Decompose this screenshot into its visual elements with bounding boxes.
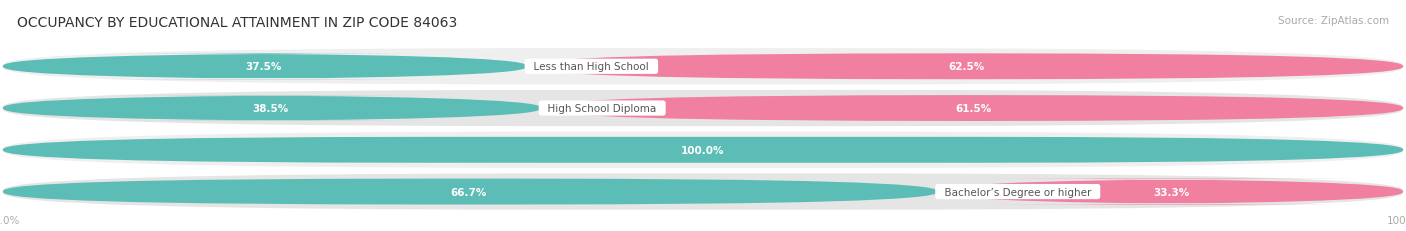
FancyBboxPatch shape bbox=[3, 173, 1403, 211]
FancyBboxPatch shape bbox=[3, 89, 1403, 128]
Text: 62.5%: 62.5% bbox=[949, 62, 984, 72]
FancyBboxPatch shape bbox=[938, 179, 1403, 205]
Text: Source: ZipAtlas.com: Source: ZipAtlas.com bbox=[1278, 16, 1389, 26]
Text: 38.5%: 38.5% bbox=[253, 103, 288, 114]
Text: 61.5%: 61.5% bbox=[956, 103, 991, 114]
FancyBboxPatch shape bbox=[3, 96, 541, 122]
Text: 100.0%: 100.0% bbox=[682, 145, 724, 155]
FancyBboxPatch shape bbox=[541, 96, 1403, 122]
FancyBboxPatch shape bbox=[3, 137, 1403, 163]
Text: 37.5%: 37.5% bbox=[246, 62, 281, 72]
FancyBboxPatch shape bbox=[3, 131, 1403, 169]
Text: 66.7%: 66.7% bbox=[451, 187, 486, 197]
FancyBboxPatch shape bbox=[527, 54, 1403, 80]
FancyBboxPatch shape bbox=[3, 54, 527, 80]
Text: OCCUPANCY BY EDUCATIONAL ATTAINMENT IN ZIP CODE 84063: OCCUPANCY BY EDUCATIONAL ATTAINMENT IN Z… bbox=[17, 16, 457, 30]
FancyBboxPatch shape bbox=[3, 48, 1403, 86]
FancyBboxPatch shape bbox=[3, 179, 938, 205]
Text: Less than High School: Less than High School bbox=[527, 62, 655, 72]
Text: Bachelor’s Degree or higher: Bachelor’s Degree or higher bbox=[938, 187, 1098, 197]
Text: High School Diploma: High School Diploma bbox=[541, 103, 664, 114]
Text: 33.3%: 33.3% bbox=[1154, 187, 1189, 197]
